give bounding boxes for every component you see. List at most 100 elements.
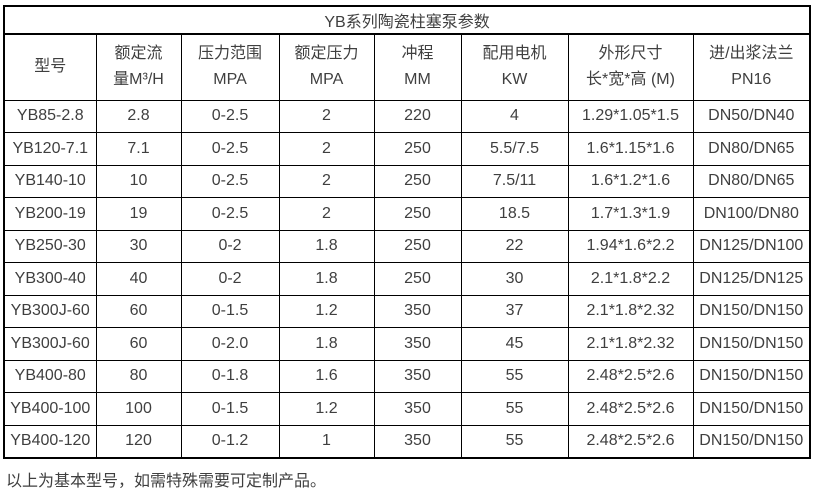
column-header-line1: 冲程	[401, 45, 434, 63]
cell-value: 2	[278, 197, 375, 231]
cell-value: 2.48*2.5*2.6	[567, 392, 694, 426]
column-header-line1: 额定压力	[294, 45, 359, 63]
cell-value: 350	[373, 294, 462, 328]
cell-value: 19	[95, 197, 182, 231]
cell-value: 60	[95, 294, 182, 328]
cell-value: 250	[373, 164, 462, 198]
column-header-3: 额定压力 MPA	[278, 33, 375, 101]
cell-model: YB140-10	[3, 164, 97, 198]
cell-value: 1.7*1.3*1.9	[567, 197, 694, 231]
table-row: YB120-7.1 7.1 0-2.5 2 250 5.5/7.5 1.6*1.15*1.6…	[3, 132, 811, 166]
cell-value: 5.5/7.5	[460, 132, 569, 166]
cell-value: 0-1.2	[180, 424, 280, 458]
column-header-line1: 进/出浆法兰	[709, 45, 794, 63]
table-row: YB300-40 40 0-2 1.8 250 30 2.1*1.8*2.2 DN125/DN…	[3, 262, 811, 296]
column-header-line1: 额定流	[114, 45, 163, 63]
cell-value: 4	[460, 99, 569, 133]
column-header-line2: MPA	[213, 71, 247, 89]
cell-value: 250	[373, 197, 462, 231]
pump-spec-table: YB系列陶瓷柱塞泵参数 型号 额定流 量M³/H 压力范围 MPA 额定压力 MPA 冲程 MM…	[3, 5, 812, 459]
cell-value: 0-1.8	[180, 359, 280, 393]
cell-value: 2.48*2.5*2.6	[567, 359, 694, 393]
cell-value: 2.48*2.5*2.6	[567, 424, 694, 458]
cell-value: 350	[373, 392, 462, 426]
cell-value: 250	[373, 229, 462, 263]
cell-value: 1.94*1.6*2.2	[567, 229, 694, 263]
cell-value: 2.1*1.8*2.2	[567, 262, 694, 296]
cell-model: YB300J-60	[3, 294, 97, 328]
cell-value: 7.5/11	[460, 164, 569, 198]
table-title-row: YB系列陶瓷柱塞泵参数	[3, 5, 811, 35]
cell-model: YB400-120	[3, 424, 97, 458]
cell-value: 55	[460, 359, 569, 393]
table-row: YB85-2.8 2.8 0-2.5 2 220 4 1.29*1.05*1.5 DN50/D…	[3, 99, 811, 133]
cell-value: DN150/DN150	[692, 359, 811, 393]
column-header-line2: MM	[404, 71, 431, 89]
table-row: YB300J-60 60 0-2.0 1.8 350 45 2.1*1.8*2.32 DN15…	[3, 327, 811, 361]
cell-value: 250	[373, 132, 462, 166]
column-header-line1: 配用电机	[482, 45, 547, 63]
cell-value: 250	[373, 262, 462, 296]
cell-value: 350	[373, 359, 462, 393]
cell-value: DN150/DN150	[692, 327, 811, 361]
cell-value: 2	[278, 99, 375, 133]
cell-value: 80	[95, 359, 182, 393]
cell-value: 45	[460, 327, 569, 361]
cell-model: YB400-100	[3, 392, 97, 426]
cell-value: 1.8	[278, 262, 375, 296]
cell-model: YB120-7.1	[3, 132, 97, 166]
cell-value: 40	[95, 262, 182, 296]
cell-value: 30	[95, 229, 182, 263]
column-header-line2: PN16	[731, 71, 772, 89]
cell-value: 10	[95, 164, 182, 198]
cell-value: DN100/DN80	[692, 197, 811, 231]
footer-note: 以上为基本型号，如需特殊需要可定制产品。	[6, 472, 327, 490]
table-row: YB400-80 80 0-1.8 1.6 350 55 2.48*2.5*2.6 DN150…	[3, 359, 811, 393]
cell-value: 0-1.5	[180, 392, 280, 426]
column-header-line1: 外形尺寸	[598, 45, 663, 63]
cell-model: YB300-40	[3, 262, 97, 296]
cell-value: DN150/DN150	[692, 424, 811, 458]
column-header-line2: 长*宽*高 (M)	[586, 71, 675, 89]
column-header-2: 压力范围 MPA	[180, 33, 280, 101]
cell-value: 0-2.5	[180, 132, 280, 166]
table-row: YB200-19 19 0-2.5 2 250 18.5 1.7*1.3*1.9 DN100/…	[3, 197, 811, 231]
column-header-line1: 压力范围	[197, 45, 262, 63]
column-header-line2: KW	[501, 71, 528, 89]
cell-value: DN125/DN100	[692, 229, 811, 263]
cell-value: 7.1	[95, 132, 182, 166]
column-header-4: 冲程 MM	[373, 33, 462, 101]
cell-value: 1.29*1.05*1.5	[567, 99, 694, 133]
cell-value: 1.6*1.2*1.6	[567, 164, 694, 198]
cell-value: DN150/DN150	[692, 294, 811, 328]
cell-model: YB200-19	[3, 197, 97, 231]
cell-value: 0-2	[180, 229, 280, 263]
cell-value: 18.5	[460, 197, 569, 231]
cell-model: YB85-2.8	[3, 99, 97, 133]
table-body: YB85-2.8 2.8 0-2.5 2 220 4 1.29*1.05*1.5 DN50/D…	[3, 99, 811, 458]
cell-value: DN80/DN65	[692, 164, 811, 198]
cell-value: 0-2.0	[180, 327, 280, 361]
cell-value: 2.8	[95, 99, 182, 133]
cell-model: YB300J-60	[3, 327, 97, 361]
cell-value: 120	[95, 424, 182, 458]
cell-value: 1.2	[278, 294, 375, 328]
cell-value: 2	[278, 164, 375, 198]
table-row: YB140-10 10 0-2.5 2 250 7.5/11 1.6*1.2*1.6 DN80…	[3, 164, 811, 198]
cell-value: 0-2.5	[180, 99, 280, 133]
cell-value: 2	[278, 132, 375, 166]
table-row: YB250-30 30 0-2 1.8 250 22 1.94*1.6*2.2 DN125/D…	[3, 229, 811, 263]
cell-value: 30	[460, 262, 569, 296]
cell-value: DN150/DN150	[692, 392, 811, 426]
cell-value: 0-2.5	[180, 197, 280, 231]
cell-model: YB400-80	[3, 359, 97, 393]
cell-value: DN80/DN65	[692, 132, 811, 166]
cell-value: 2.1*1.8*2.32	[567, 294, 694, 328]
column-header-0: 型号	[3, 33, 97, 101]
cell-value: 55	[460, 424, 569, 458]
column-header-line2: MPA	[309, 71, 344, 89]
table-row: YB300J-60 60 0-1.5 1.2 350 37 2.1*1.8*2.32 DN15…	[3, 294, 811, 328]
cell-value: DN125/DN125	[692, 262, 811, 296]
cell-value: 55	[460, 392, 569, 426]
table-header-row: 型号 额定流 量M³/H 压力范围 MPA 额定压力 MPA 冲程 MM 配用电机 KW 外形尺寸 长*…	[3, 33, 811, 101]
